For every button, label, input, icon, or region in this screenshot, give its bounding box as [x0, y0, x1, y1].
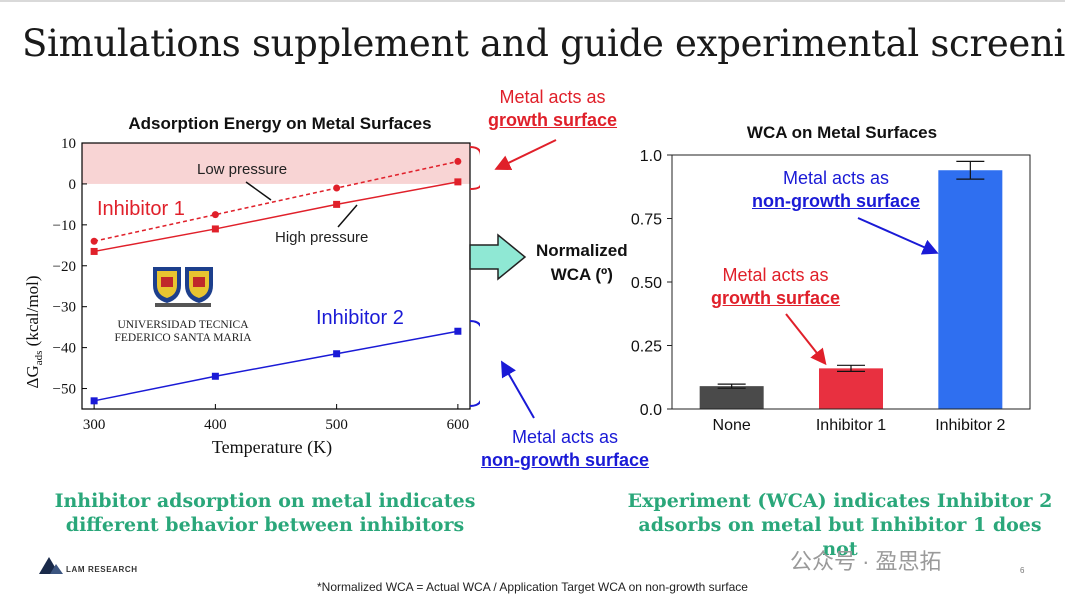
- high-pressure-pointer: [337, 204, 358, 228]
- high-pressure-label: High pressure: [275, 229, 368, 246]
- y-axis-label: ΔGads (kcal/mol): [23, 276, 45, 389]
- transition-arrow-icon: [469, 233, 527, 281]
- series-line: [93, 181, 459, 253]
- plot-frame: [81, 142, 471, 410]
- university-name-line2: FEDERICO SANTA MARIA: [114, 332, 252, 344]
- bar-plot-frame: [671, 154, 1031, 410]
- bar: [938, 170, 1003, 409]
- x-tick-label: 400: [204, 417, 227, 433]
- page-number: 6: [1020, 566, 1025, 575]
- y-tick-label: 0.25: [631, 339, 662, 356]
- callout-top-blue: Metal acts as non-growth surface: [752, 168, 921, 211]
- growth-band: [82, 143, 470, 184]
- blue-bracket: [469, 320, 480, 407]
- series-line: [93, 330, 459, 402]
- y-tick-label: 0.75: [631, 212, 662, 229]
- line-chart-title: Adsorption Energy on Metal Surfaces: [128, 114, 431, 133]
- callout-top-red: Metal acts as growth surface: [488, 87, 618, 130]
- low-pressure-label: Low pressure: [197, 161, 287, 178]
- y-tick-label: 0.50: [631, 275, 662, 292]
- wca-bar-chart: WCA on Metal Surfaces 0.0 0.25 0.50 0.75 1.0…: [631, 123, 1031, 434]
- y-tick-label: −30: [53, 300, 76, 316]
- slide-title: Simulations supplement and guide experim…: [22, 22, 1065, 65]
- data-point: [454, 178, 462, 186]
- bar: [699, 386, 764, 409]
- data-point: [454, 157, 462, 165]
- footnote: *Normalized WCA = Actual WCA / Applicati…: [317, 580, 748, 594]
- data-point: [211, 211, 219, 219]
- y-tick-label: −40: [53, 341, 76, 357]
- bar-chart-title: WCA on Metal Surfaces: [747, 123, 937, 142]
- normalized-wca-label: Normalized WCA (º): [536, 241, 628, 284]
- left-summary: Inhibitor adsorption on metal indicates …: [54, 490, 476, 536]
- arrow-top-red: [494, 139, 557, 170]
- right-summary: Experiment (WCA) indicates Inhibitor 2 a…: [627, 490, 1053, 560]
- bar: [819, 368, 883, 409]
- low-pressure-pointer: [245, 181, 272, 201]
- data-point: [90, 237, 98, 245]
- data-point: [333, 184, 341, 192]
- y-tick-label: −50: [53, 382, 76, 398]
- inhibitor-1-label: Inhibitor 1: [97, 198, 185, 220]
- university-crest-icon: [153, 267, 213, 307]
- y-tick-label: −10: [53, 218, 76, 234]
- red-bracket: [469, 146, 480, 190]
- inhibitor-2-label: Inhibitor 2: [316, 307, 404, 329]
- x-axis-label: Temperature (K): [212, 437, 332, 458]
- data-point: [333, 350, 341, 358]
- data-point: [90, 397, 98, 405]
- university-name-line1: UNIVERSIDAD TECNICA: [117, 319, 249, 331]
- y-tick-label: 0: [69, 177, 77, 193]
- data-point: [454, 327, 462, 335]
- series-line: [93, 160, 459, 242]
- x-tick-label: 500: [325, 417, 348, 433]
- y-tick-label: 1.0: [640, 148, 662, 165]
- data-point: [211, 372, 219, 380]
- company-name: LAM RESEARCH: [66, 565, 138, 574]
- lam-logo-icon: [39, 557, 63, 574]
- watermark: 公众号 · 盈思拓: [790, 549, 942, 574]
- category-label: None: [713, 417, 751, 434]
- callout-mid-red: Metal acts as growth surface: [711, 265, 841, 308]
- adsorption-energy-chart: Adsorption Energy on Metal Surfaces 10 0 −…: [23, 114, 480, 458]
- x-tick-label: 300: [83, 417, 106, 433]
- data-point: [211, 225, 219, 233]
- data-point: [90, 247, 98, 255]
- data-point: [333, 200, 341, 208]
- arrow-bottom-blue: [501, 360, 535, 419]
- callout-bottom-blue: Metal acts as non-growth surface: [481, 427, 650, 470]
- top-rule: [0, 0, 1065, 2]
- y-tick-label: 10: [61, 136, 76, 152]
- y-tick-label: −20: [53, 259, 76, 275]
- y-tick-label: 0.0: [640, 402, 662, 419]
- x-tick-label: 600: [447, 417, 470, 433]
- category-label: Inhibitor 2: [935, 417, 1005, 434]
- category-label: Inhibitor 1: [816, 417, 886, 434]
